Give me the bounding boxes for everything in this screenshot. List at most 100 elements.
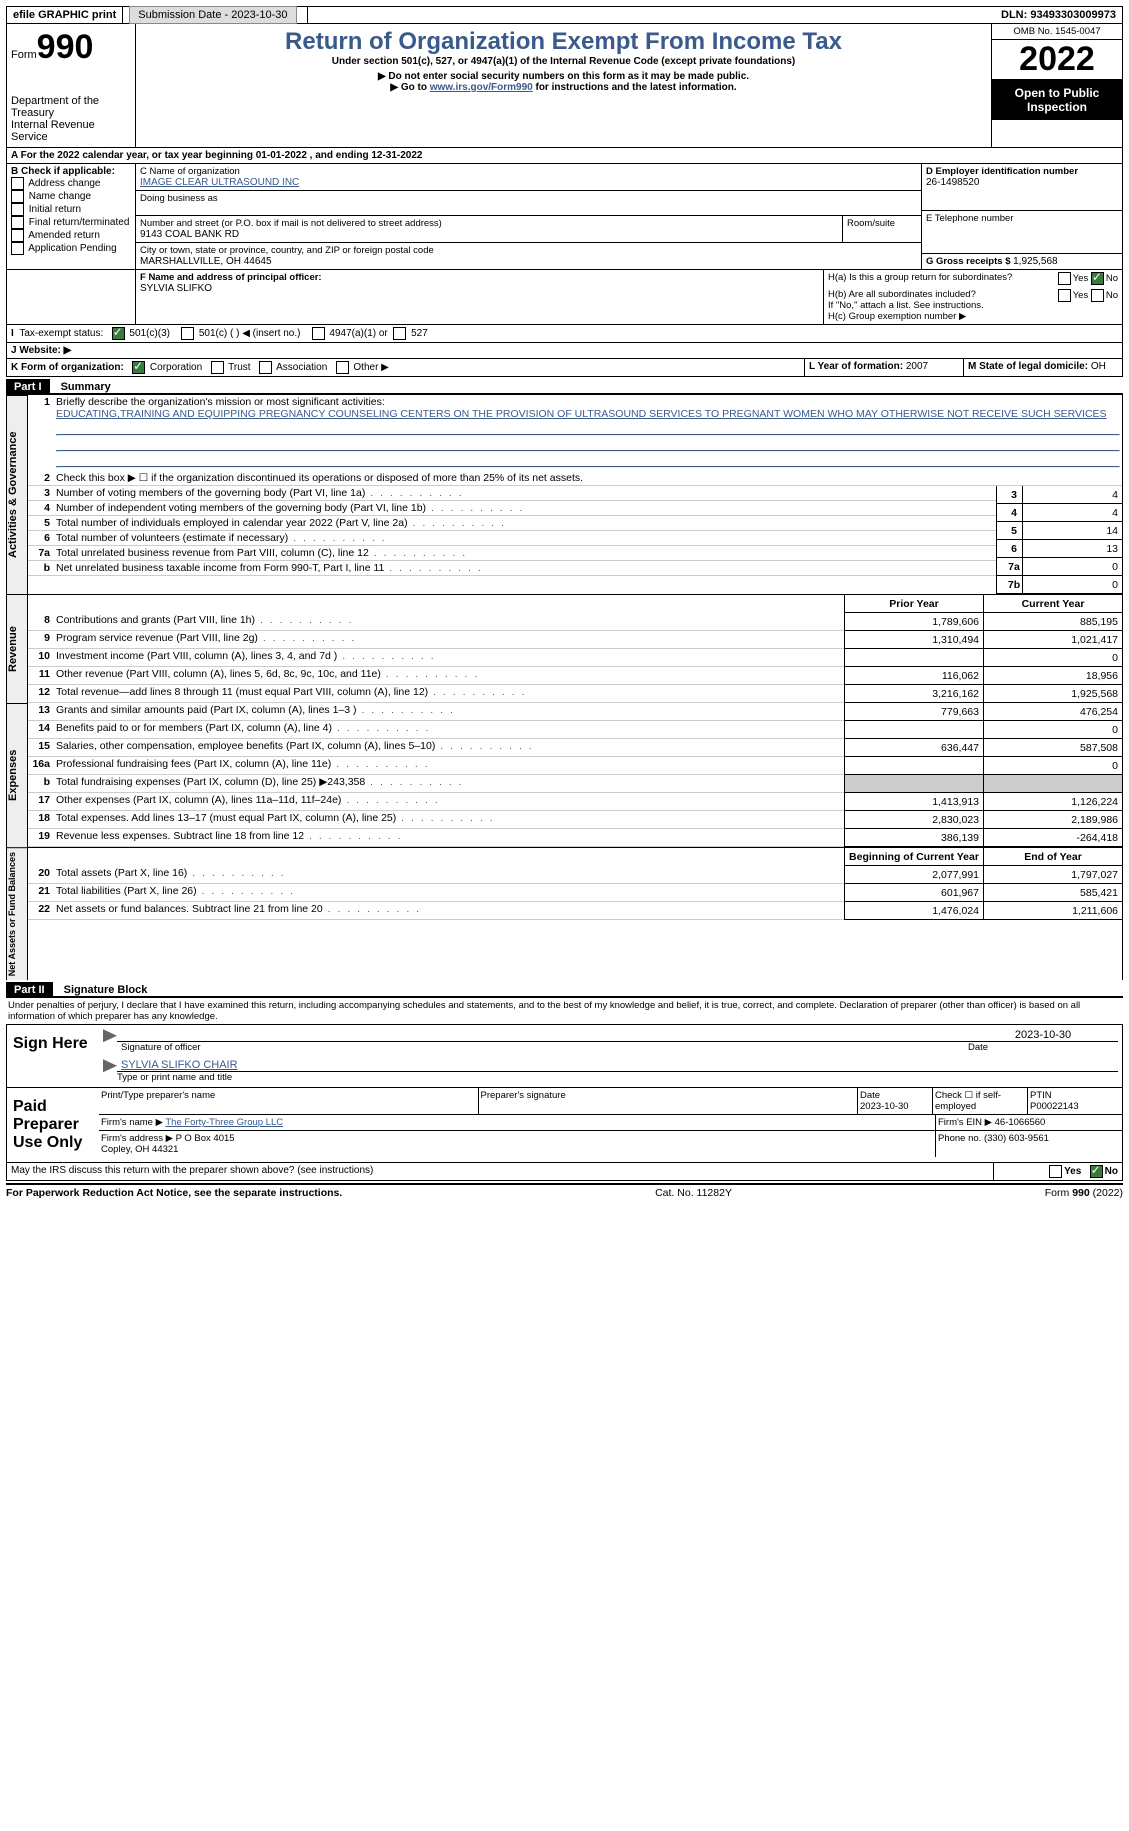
box-h: H(a) Is this a group return for subordin… <box>824 270 1122 324</box>
ein-label: D Employer identification number <box>926 166 1078 177</box>
boxb-check[interactable] <box>11 229 24 242</box>
addr-label: Number and street (or P.O. box if mail i… <box>140 218 442 229</box>
boxb-check[interactable] <box>11 190 24 203</box>
expenses-section: Expenses 13Grants and similar amounts pa… <box>6 703 1123 847</box>
box-b: B Check if applicable: Address change Na… <box>7 164 136 269</box>
discuss-yes-check[interactable] <box>1049 1165 1062 1178</box>
hc-label: H(c) Group exemption number ▶ <box>828 311 1118 322</box>
tab-activities: Activities & Governance <box>6 395 28 594</box>
line2: Check this box ▶ ☐ if the organization d… <box>56 472 1120 484</box>
website-row: J Website: ▶ <box>6 343 1123 359</box>
discuss-label: May the IRS discuss this return with the… <box>11 1165 373 1176</box>
revenue-section: Revenue Prior Year Current Year 8Contrib… <box>6 594 1123 703</box>
other-check[interactable] <box>336 361 349 374</box>
period-text: A For the 2022 calendar year, or tax yea… <box>7 148 1122 163</box>
activities-section: Activities & Governance 1 Briefly descri… <box>6 395 1123 594</box>
period-row: A For the 2022 calendar year, or tax yea… <box>6 148 1123 164</box>
org-name[interactable]: IMAGE CLEAR ULTRASOUND INC <box>140 177 299 188</box>
org-info-row: B Check if applicable: Address change Na… <box>6 164 1123 270</box>
boxb-check[interactable] <box>11 216 24 229</box>
dln: DLN: 93493303009973 <box>995 7 1122 23</box>
officer-label: F Name and address of principal officer: <box>140 272 322 283</box>
col-boy: Beginning of Current Year <box>844 848 983 866</box>
part1-heading: Summary <box>53 381 111 393</box>
prep-date: 2023-10-30 <box>860 1101 909 1112</box>
tax-year: 2022 <box>992 40 1122 80</box>
col-eoy: End of Year <box>983 848 1122 866</box>
name-label: C Name of organization <box>140 166 240 177</box>
part2-heading: Signature Block <box>56 984 148 996</box>
gross-label: G Gross receipts $ <box>926 256 1013 267</box>
prep-self-check[interactable]: Check ☐ if self-employed <box>933 1088 1028 1114</box>
paid-preparer-label: Paid Preparer Use Only <box>7 1088 99 1162</box>
sig-date-label: Date <box>968 1042 1118 1053</box>
527-check[interactable] <box>393 327 406 340</box>
irs-link[interactable]: www.irs.gov/Form990 <box>430 82 533 93</box>
org-city: MARSHALLVILLE, OH 44645 <box>140 256 272 267</box>
col-prior-year: Prior Year <box>844 595 983 613</box>
discuss-no-check[interactable] <box>1090 1165 1103 1178</box>
efile-label: efile GRAPHIC print <box>7 7 123 23</box>
tab-netassets: Net Assets or Fund Balances <box>6 847 28 980</box>
website-label: J Website: ▶ <box>11 345 71 356</box>
boxb-check[interactable] <box>11 203 24 216</box>
officer-row: F Name and address of principal officer:… <box>6 270 1123 325</box>
city-label: City or town, state or province, country… <box>140 245 434 256</box>
sig-name-label: Type or print name and title <box>103 1072 1118 1083</box>
domicile-label: M State of legal domicile: <box>968 361 1091 372</box>
hb-label: H(b) Are all subordinates included? <box>828 289 976 300</box>
firm-ein: 46-1066560 <box>995 1117 1046 1128</box>
officer-name: SYLVIA SLIFKO <box>140 283 212 294</box>
firm-name[interactable]: The Forty-Three Group LLC <box>165 1117 283 1128</box>
phone-label: E Telephone number <box>926 213 1014 224</box>
note-link: ▶ Go to www.irs.gov/Form990 for instruct… <box>144 82 983 93</box>
ha-yes-check[interactable] <box>1058 272 1071 285</box>
mission-label: Briefly describe the organization's miss… <box>56 396 385 408</box>
subdate-button[interactable]: Submission Date - 2023-10-30 <box>129 6 296 24</box>
pra-notice: For Paperwork Reduction Act Notice, see … <box>6 1187 342 1199</box>
form-header: Form990 Department of the Treasury Inter… <box>6 24 1123 148</box>
domicile: OH <box>1091 361 1106 372</box>
part2-header: Part II Signature Block <box>6 984 1123 998</box>
omb: OMB No. 1545-0047 <box>992 24 1122 40</box>
perjury-declaration: Under penalties of perjury, I declare th… <box>6 998 1123 1024</box>
sig-date: 2023-10-30 <box>968 1029 1118 1042</box>
part2-label: Part II <box>6 982 53 998</box>
ha-label: H(a) Is this a group return for subordin… <box>828 272 1012 283</box>
note-ssn: ▶ Do not enter social security numbers o… <box>144 71 983 82</box>
part1-label: Part I <box>6 379 50 395</box>
form-subtitle: Under section 501(c), 527, or 4947(a)(1)… <box>144 56 983 67</box>
sign-here-label: Sign Here <box>7 1025 99 1087</box>
trust-check[interactable] <box>211 361 224 374</box>
corp-check[interactable] <box>132 361 145 374</box>
501c-check[interactable] <box>181 327 194 340</box>
part1-header: Part I Summary <box>6 381 1123 395</box>
ptin: P00022143 <box>1030 1101 1079 1112</box>
taxexempt-label: Tax-exempt status: <box>19 328 103 339</box>
box-b-title: B Check if applicable: <box>11 166 115 177</box>
year-formed-label: L Year of formation: <box>809 361 906 372</box>
form-title: Return of Organization Exempt From Incom… <box>144 28 983 56</box>
netassets-section: Net Assets or Fund Balances Beginning of… <box>6 847 1123 980</box>
assoc-check[interactable] <box>259 361 272 374</box>
501c3-check[interactable] <box>112 327 125 340</box>
tab-revenue: Revenue <box>6 594 28 703</box>
boxk-label: K Form of organization: <box>11 362 124 373</box>
gross-value: 1,925,568 <box>1013 256 1058 267</box>
box-c: C Name of organization IMAGE CLEAR ULTRA… <box>136 164 922 269</box>
ha-no-check[interactable] <box>1091 272 1104 285</box>
4947-check[interactable] <box>312 327 325 340</box>
tax-exempt-row: I Tax-exempt status: 501(c)(3) 501(c) ( … <box>6 325 1123 343</box>
room-label: Room/suite <box>842 216 921 242</box>
col-current-year: Current Year <box>983 595 1122 613</box>
sig-name: SYLVIA SLIFKO CHAIR <box>121 1059 238 1071</box>
boxb-check[interactable] <box>11 177 24 190</box>
org-address: 9143 COAL BANK RD <box>140 229 239 240</box>
hb-no-check[interactable] <box>1091 289 1104 302</box>
hb-yes-check[interactable] <box>1058 289 1071 302</box>
mission-text: EDUCATING,TRAINING AND EQUIPPING PREGNAN… <box>56 408 1107 420</box>
prep-name-label: Print/Type preparer's name <box>99 1088 479 1114</box>
boxb-check[interactable] <box>11 242 24 255</box>
dept-label: Department of the Treasury Internal Reve… <box>11 95 131 143</box>
discuss-row: May the IRS discuss this return with the… <box>6 1163 1123 1181</box>
